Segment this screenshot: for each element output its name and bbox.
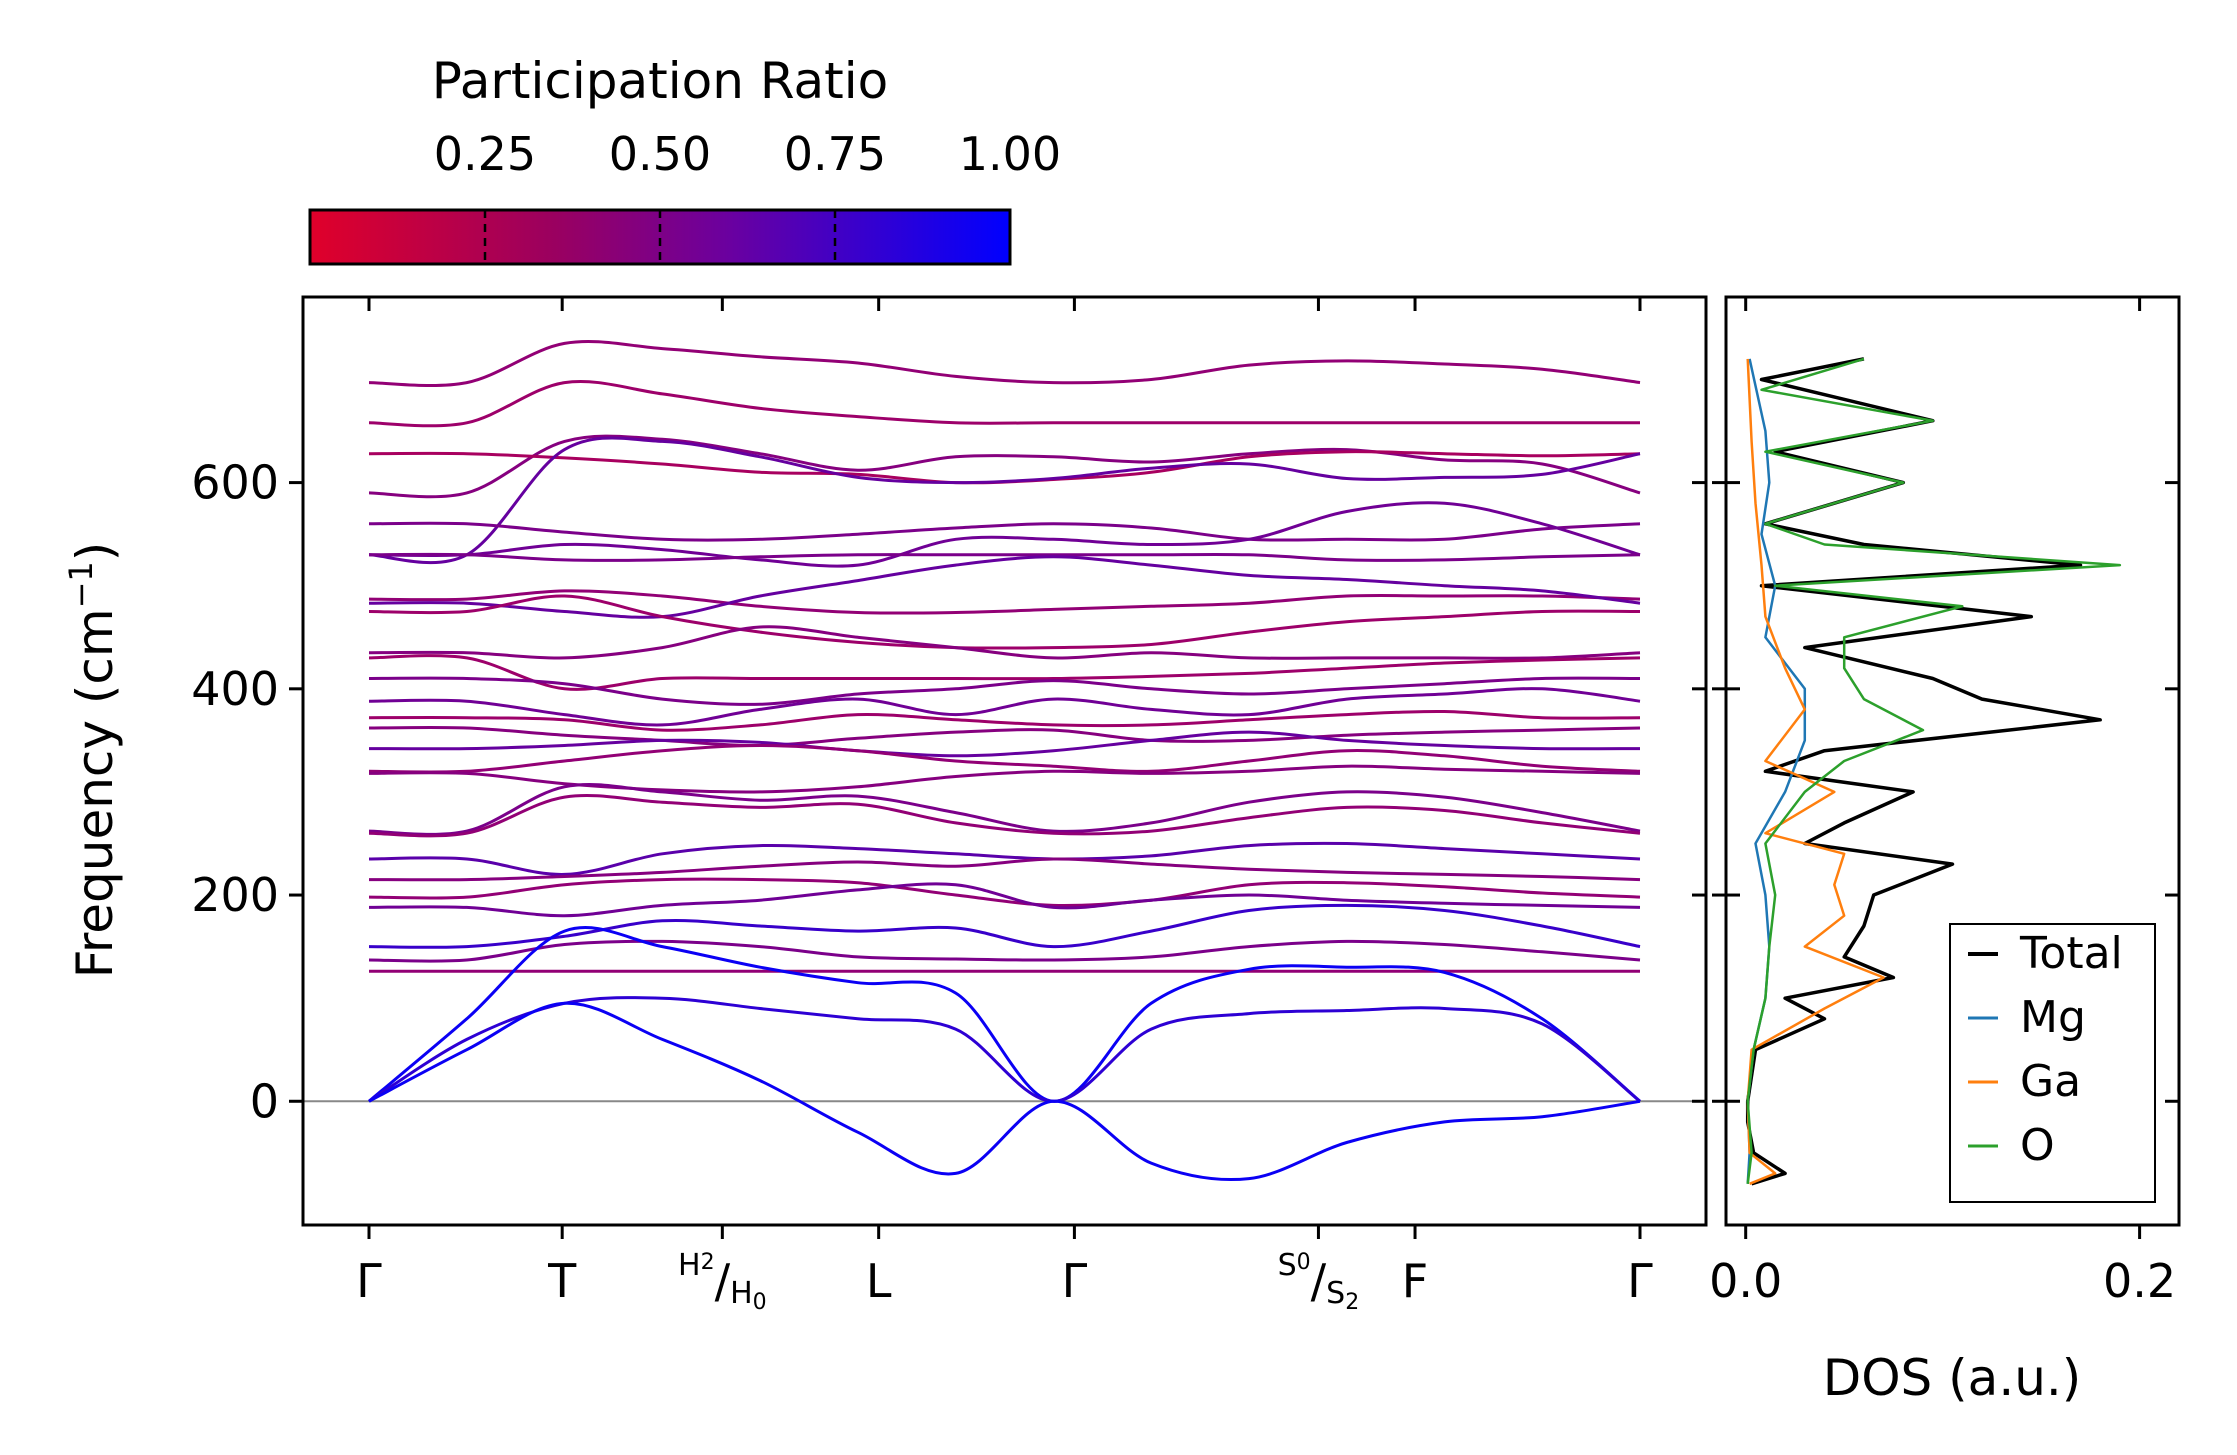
- dos-curves: [1745, 357, 2122, 1186]
- phonon-band: [368, 996, 1641, 1103]
- phonon-band: [368, 687, 1641, 727]
- phonon-band: [368, 676, 1641, 706]
- phonon-band: [368, 926, 1641, 1103]
- phonon-band: [368, 730, 1641, 758]
- y-axis-ticks: 0 200 400 600: [191, 456, 1706, 1128]
- colorbar-tick-label: 1.00: [959, 127, 1061, 181]
- y-tick-label: 200: [191, 868, 279, 922]
- high-symmetry-label: T: [547, 1254, 577, 1308]
- phonon-band: [368, 501, 1641, 568]
- dos-x-tick-label: 0.0: [1709, 1254, 1782, 1308]
- phonon-band: [368, 857, 1641, 882]
- phonon-band: [368, 882, 1641, 918]
- colorbar-title: Participation Ratio: [432, 52, 888, 110]
- dos-x-tick-label: 0.2: [2103, 1254, 2176, 1308]
- high-symmetry-label: S0/S2: [1278, 1248, 1360, 1315]
- phonon-band: [368, 725, 1641, 748]
- label-slash: /: [715, 1254, 731, 1308]
- phonon-band: [368, 379, 1640, 428]
- y-axis-label: Frequency (cm−1): [62, 542, 124, 979]
- phonon-band: [368, 793, 1641, 838]
- x-axis-ticks: Γ T H2/H0 L Γ S0/S2 F Γ: [356, 297, 1653, 1315]
- label-superscript: H: [678, 1248, 701, 1283]
- phonon-band: [368, 939, 1641, 963]
- colorbar: Participation Ratio 0.25 0.50 0.75 1.00: [308, 52, 1061, 266]
- high-symmetry-label: Γ: [356, 1254, 382, 1308]
- phonon-band: [368, 783, 1641, 836]
- legend-items: Total Mg Ga O: [1968, 928, 2123, 1171]
- label-post-sub: 2: [1345, 1290, 1359, 1315]
- y-tick-label: 600: [191, 456, 279, 510]
- colorbar-tick-label: 0.50: [609, 127, 711, 181]
- phonon-band: [368, 709, 1641, 732]
- phonon-band: [368, 555, 1641, 619]
- label-post-sub: 0: [753, 1290, 767, 1315]
- phonon-band: [368, 877, 1641, 908]
- colorbar-tick-label: 0.25: [434, 127, 536, 181]
- phonon-band: [368, 521, 1641, 542]
- phonon-band: [368, 625, 1641, 660]
- label-post: H: [730, 1276, 753, 1311]
- dos-axis-ticks: 0.0 0.2: [1709, 297, 2179, 1308]
- high-symmetry-label: Γ: [1062, 1254, 1088, 1308]
- phonon-band: [368, 903, 1641, 949]
- legend-label-total: Total: [2019, 928, 2123, 979]
- legend-label-mg: Mg: [2020, 992, 2086, 1043]
- legend: Total Mg Ga O: [1949, 923, 2156, 1203]
- phonon-band: [368, 743, 1641, 774]
- legend-label-o: O: [2020, 1120, 2055, 1171]
- dos-panel: 0.0 0.2 DOS (a.u.) Total Mg Ga O: [1709, 295, 2181, 1407]
- dos-series-total: [1745, 357, 2102, 1186]
- colorbar-tick-label: 0.75: [784, 127, 886, 181]
- dos-frame: [1724, 295, 2181, 1227]
- high-symmetry-label: F: [1402, 1254, 1428, 1308]
- phonon-band: [368, 434, 1641, 499]
- dispersion-frame: [301, 295, 1708, 1227]
- phonon-band: [368, 589, 1641, 615]
- label-superscript-sub: 2: [701, 1250, 715, 1275]
- label-post: S: [1326, 1276, 1345, 1311]
- high-symmetry-label: Γ: [1627, 1254, 1653, 1308]
- phonon-band: [368, 841, 1641, 876]
- high-symmetry-label: H2/H0: [678, 1248, 767, 1315]
- label-superscript: S: [1278, 1248, 1297, 1283]
- legend-box: [1949, 923, 2156, 1203]
- phonon-band: [368, 340, 1641, 387]
- y-tick-label: 400: [191, 662, 279, 716]
- phonon-band: [368, 654, 1641, 691]
- phonon-band: [368, 594, 1641, 650]
- dos-x-label: DOS (a.u.): [1823, 1349, 2082, 1407]
- phonon-band: [368, 552, 1641, 562]
- phonon-bands: [368, 340, 1641, 1182]
- phonon-band: [368, 1001, 1641, 1182]
- colorbar-ticks: 0.25 0.50 0.75 1.00: [434, 127, 1061, 264]
- high-symmetry-label: L: [866, 1254, 892, 1308]
- label-slash: /: [1311, 1254, 1327, 1308]
- dos-series-o: [1746, 357, 2122, 1184]
- label-superscript-sub: 0: [1297, 1250, 1311, 1275]
- y-tick-label: 0: [250, 1074, 279, 1128]
- legend-label-ga: Ga: [2020, 1056, 2081, 1107]
- phonon-band: [368, 436, 1641, 565]
